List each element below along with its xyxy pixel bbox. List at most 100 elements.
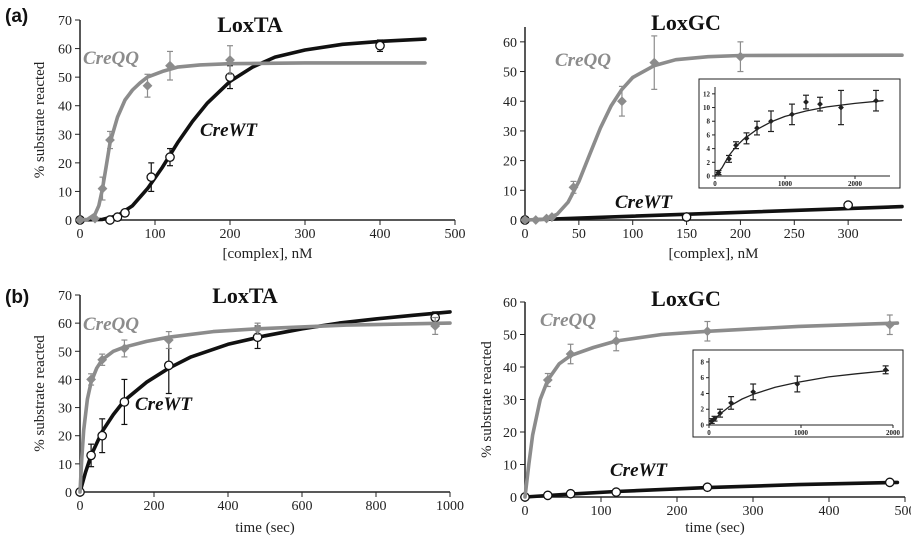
data-point-creqq bbox=[611, 336, 622, 346]
data-point-crewt bbox=[97, 430, 108, 441]
data-point-crewt bbox=[165, 152, 175, 162]
y-axis-label: % substrate reacted bbox=[32, 61, 48, 178]
y-tick-label: 30 bbox=[58, 128, 72, 143]
x-tick-label: 400 bbox=[218, 499, 239, 514]
data-point-creqq bbox=[520, 215, 530, 225]
y-tick-label: 0 bbox=[510, 214, 517, 229]
data-point-creqq bbox=[547, 212, 557, 222]
inset-y-tick-label: 8 bbox=[707, 118, 711, 126]
series-label-creqq: CreQQ bbox=[555, 50, 611, 71]
fit-curve-crewt bbox=[78, 310, 452, 494]
y-tick-label: 10 bbox=[58, 458, 72, 473]
x-tick-label: 300 bbox=[295, 227, 316, 242]
x-tick-label: 200 bbox=[667, 504, 688, 519]
x-tick-label: 100 bbox=[591, 504, 612, 519]
inset-y-tick-label: 6 bbox=[701, 374, 705, 382]
data-point-crewt bbox=[702, 482, 713, 493]
fit-curve-creqq bbox=[523, 53, 904, 222]
x-axis-label: time (sec) bbox=[235, 520, 295, 536]
series-label-creqq: CreQQ bbox=[83, 314, 139, 335]
inset-x-tick-label: 2000 bbox=[886, 429, 901, 437]
x-tick-label: 1000 bbox=[436, 499, 464, 514]
inset-data-point-creqq bbox=[768, 118, 774, 125]
inset-x-tick-label: 0 bbox=[713, 180, 717, 188]
inset-series-creqq-1 bbox=[714, 89, 884, 177]
data-point-creqq bbox=[617, 96, 627, 107]
inset-data-point-creqq bbox=[794, 381, 801, 387]
y-tick-label: 20 bbox=[58, 157, 72, 172]
y-axis-label: % substrate reacted bbox=[479, 341, 495, 458]
inset-data-point-creqq bbox=[711, 415, 718, 422]
inset-data-point-creqq bbox=[882, 366, 889, 373]
inset-x-tick-label: 1000 bbox=[794, 429, 809, 437]
inset-x-tick-label: 0 bbox=[707, 429, 711, 437]
data-point-crewt bbox=[681, 212, 692, 222]
y-tick-label: 10 bbox=[503, 459, 517, 474]
x-axis-label: [complex], nM bbox=[669, 246, 759, 262]
axes-2: 0 200 400 600 800 1000 0 10 20 30 40 50 60 70 bbox=[58, 289, 464, 514]
data-point-crewt bbox=[843, 200, 853, 211]
y-tick-label: 70 bbox=[58, 289, 72, 304]
y-tick-label: 30 bbox=[503, 394, 517, 409]
y-tick-label: 40 bbox=[58, 100, 72, 115]
y-tick-label: 60 bbox=[503, 36, 517, 51]
data-point-creqq bbox=[90, 213, 100, 224]
y-tick-label: 20 bbox=[503, 426, 517, 441]
data-point-creqq bbox=[884, 319, 895, 330]
inset-y-tick-label: 8 bbox=[701, 358, 705, 366]
data-point-creqq bbox=[542, 375, 553, 385]
x-tick-label: 600 bbox=[292, 499, 313, 514]
x-tick-label: 500 bbox=[895, 504, 911, 519]
x-tick-label: 100 bbox=[145, 227, 166, 242]
fit-curve-creqq bbox=[78, 321, 452, 494]
y-tick-label: 10 bbox=[58, 185, 72, 200]
data-point-creqq bbox=[119, 343, 130, 354]
data-point-crewt bbox=[86, 450, 96, 461]
data-point-creqq bbox=[225, 55, 235, 65]
inset-data-point-creqq bbox=[715, 169, 722, 176]
data-point-creqq bbox=[165, 60, 175, 71]
y-tick-label: 50 bbox=[58, 71, 72, 86]
inset-y-tick-label: 2 bbox=[707, 159, 711, 167]
x-tick-label: 0 bbox=[522, 504, 529, 519]
series-label-creqq: CreQQ bbox=[83, 48, 139, 69]
inset-x-tick-label: 2000 bbox=[848, 180, 863, 188]
fit-curve-creqq bbox=[78, 61, 427, 222]
inset-data-point-creqq bbox=[817, 101, 823, 108]
inset-y-tick-label: 0 bbox=[701, 422, 705, 430]
data-point-creqq bbox=[163, 335, 174, 345]
x-axis-label: time (sec) bbox=[685, 520, 745, 536]
data-point-crewt bbox=[112, 212, 123, 222]
x-tick-label: 50 bbox=[572, 227, 586, 242]
y-tick-label: 50 bbox=[503, 66, 517, 81]
x-tick-label: 250 bbox=[784, 227, 805, 242]
y-tick-label: 20 bbox=[58, 430, 72, 445]
x-tick-label: 200 bbox=[144, 499, 165, 514]
series-label-creqq: CreQQ bbox=[540, 310, 596, 331]
x-tick-label: 0 bbox=[77, 499, 84, 514]
x-tick-label: 0 bbox=[77, 227, 84, 242]
inset-y-tick-label: 6 bbox=[707, 131, 711, 139]
x-tick-label: 300 bbox=[838, 227, 859, 242]
series-creqq-2 bbox=[78, 316, 452, 494]
y-tick-label: 0 bbox=[510, 491, 517, 506]
inset-x-tick-label: 1000 bbox=[778, 180, 793, 188]
inset-y-tick-label: 10 bbox=[703, 104, 711, 112]
inset-frame bbox=[692, 349, 904, 438]
inset-y-tick-label: 4 bbox=[701, 390, 705, 398]
x-tick-label: 200 bbox=[220, 227, 241, 242]
data-point-crewt bbox=[611, 487, 622, 497]
x-tick-label: 300 bbox=[743, 504, 764, 519]
series-label-crewt: CreWT bbox=[610, 460, 668, 481]
y-tick-label: 20 bbox=[503, 155, 517, 170]
y-axis-label: % substrate reacted bbox=[32, 335, 48, 452]
y-tick-label: 50 bbox=[503, 329, 517, 344]
inset-data-point-creqq bbox=[726, 155, 732, 162]
chart-title: LoxTA bbox=[217, 12, 283, 37]
data-point-crewt bbox=[146, 172, 157, 182]
series-creqq-0 bbox=[75, 45, 427, 225]
inset-y-tick-label: 2 bbox=[701, 406, 705, 414]
fit-curve-crewt bbox=[523, 204, 904, 222]
